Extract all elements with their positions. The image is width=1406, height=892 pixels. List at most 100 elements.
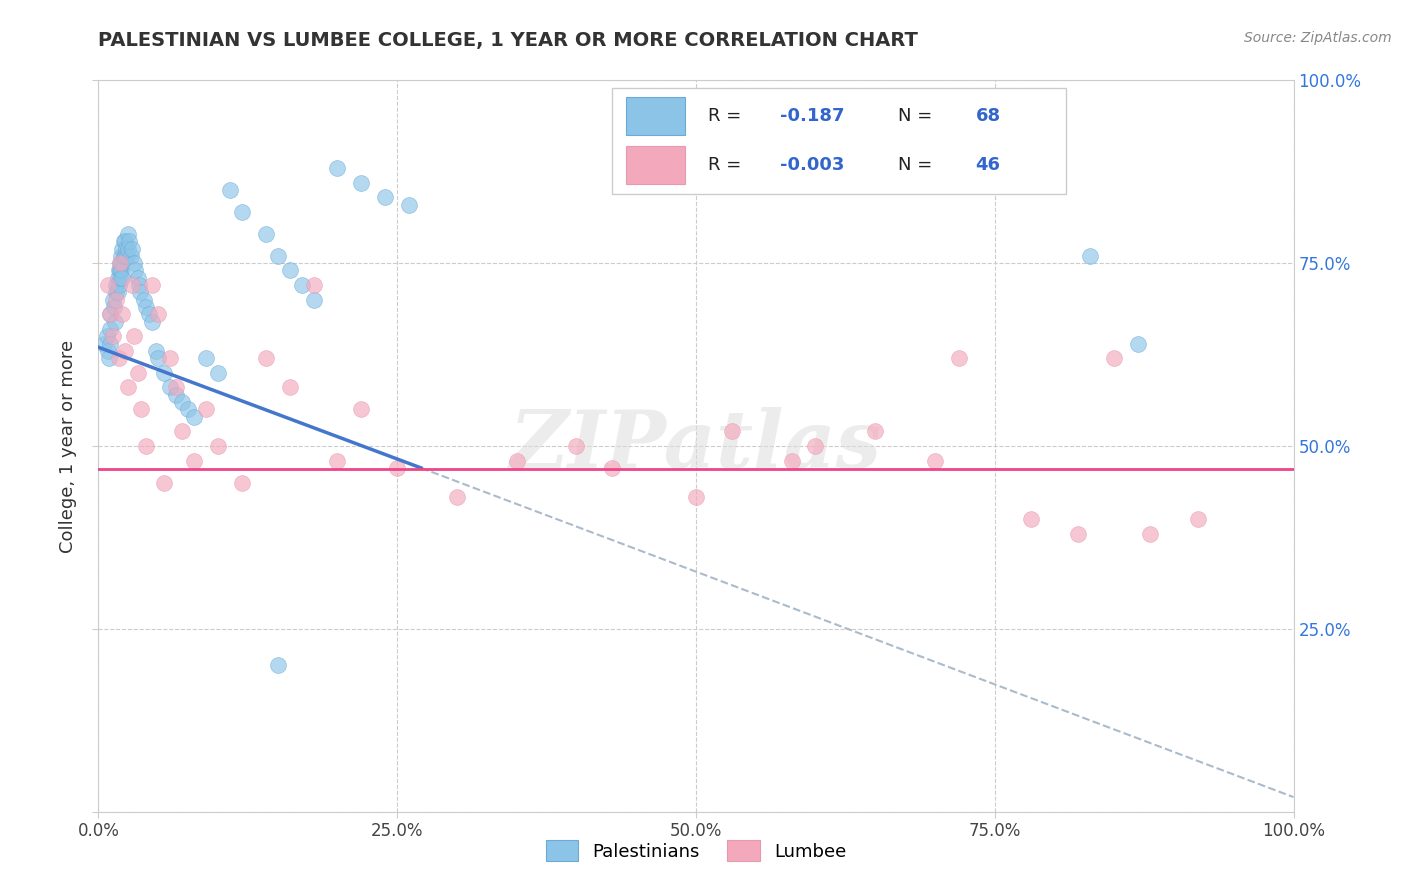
Point <box>278 380 301 394</box>
Point <box>131 402 153 417</box>
Point <box>1128 336 1150 351</box>
Point <box>780 453 803 467</box>
Point <box>107 263 129 277</box>
Point <box>1080 249 1102 263</box>
Point <box>1102 351 1125 366</box>
Point <box>326 161 349 175</box>
Point <box>207 366 229 380</box>
Point <box>124 329 146 343</box>
Point <box>565 439 588 453</box>
Point <box>97 278 120 293</box>
Point <box>98 336 122 351</box>
Point <box>267 658 290 673</box>
Point <box>129 285 152 300</box>
Point <box>1019 512 1042 526</box>
Point <box>105 278 128 293</box>
Point <box>97 343 120 358</box>
Point <box>231 475 253 490</box>
Point <box>159 380 181 394</box>
Point <box>117 242 139 256</box>
Point <box>111 242 134 256</box>
Point <box>103 300 125 314</box>
Point <box>138 307 160 321</box>
Point <box>132 293 155 307</box>
Point <box>108 256 131 270</box>
Point <box>1067 526 1090 541</box>
Point <box>924 453 946 467</box>
Point <box>101 293 124 307</box>
Text: PALESTINIAN VS LUMBEE COLLEGE, 1 YEAR OR MORE CORRELATION CHART: PALESTINIAN VS LUMBEE COLLEGE, 1 YEAR OR… <box>98 31 918 50</box>
Point <box>108 256 131 270</box>
Point <box>127 270 149 285</box>
Point <box>183 409 205 424</box>
Point <box>124 256 146 270</box>
Point <box>219 183 242 197</box>
Point <box>112 249 135 263</box>
Point <box>183 453 205 467</box>
Point <box>302 278 325 293</box>
Point <box>114 234 136 248</box>
Point <box>194 402 218 417</box>
Point <box>114 343 136 358</box>
Point <box>118 234 141 248</box>
Point <box>111 307 134 321</box>
Point <box>135 300 157 314</box>
Point <box>108 263 131 277</box>
Point <box>115 249 138 263</box>
Point <box>120 249 142 263</box>
Point <box>948 351 970 366</box>
Point <box>398 197 420 211</box>
Point <box>1187 512 1209 526</box>
Text: Source: ZipAtlas.com: Source: ZipAtlas.com <box>1244 31 1392 45</box>
Point <box>602 461 624 475</box>
Point <box>194 351 218 366</box>
Point <box>110 249 132 263</box>
Point <box>207 439 229 453</box>
Point <box>231 205 253 219</box>
Point <box>172 395 194 409</box>
Point <box>117 380 139 394</box>
Point <box>117 227 139 241</box>
Point <box>172 425 194 439</box>
Point <box>108 270 131 285</box>
Point <box>350 402 373 417</box>
Point <box>1139 526 1161 541</box>
Text: ZIPatlas: ZIPatlas <box>510 408 882 484</box>
Point <box>104 315 127 329</box>
Point <box>165 380 187 394</box>
Point <box>111 256 134 270</box>
Point <box>135 439 157 453</box>
Point <box>350 176 373 190</box>
Point <box>128 278 150 293</box>
Point <box>112 234 135 248</box>
Point <box>98 351 121 366</box>
Point <box>159 351 181 366</box>
Point <box>107 270 129 285</box>
Point <box>278 263 301 277</box>
Y-axis label: College, 1 year or more: College, 1 year or more <box>59 340 77 552</box>
Point <box>385 461 409 475</box>
Point <box>804 439 827 453</box>
Point <box>98 307 122 321</box>
Point <box>254 351 277 366</box>
Point <box>177 402 200 417</box>
Point <box>148 351 170 366</box>
Point <box>141 315 163 329</box>
Point <box>685 490 707 504</box>
Point <box>141 278 163 293</box>
Point <box>96 329 118 343</box>
Point <box>107 278 129 293</box>
Point <box>254 227 277 241</box>
Point <box>165 388 187 402</box>
Point <box>110 263 132 277</box>
Point <box>302 293 325 307</box>
Point <box>127 366 149 380</box>
Point <box>863 425 887 439</box>
Point <box>121 278 143 293</box>
Point <box>291 278 314 293</box>
Point <box>153 475 176 490</box>
Point <box>267 249 290 263</box>
Point <box>107 285 129 300</box>
Point <box>506 453 529 467</box>
Point <box>93 336 115 351</box>
